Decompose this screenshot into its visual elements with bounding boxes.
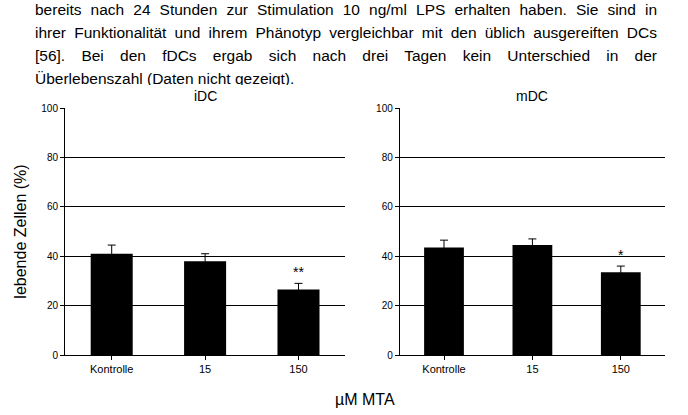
svg-text:60: 60: [47, 201, 59, 212]
svg-text:100: 100: [41, 103, 58, 114]
svg-text:60: 60: [382, 201, 394, 212]
svg-text:**: **: [293, 264, 304, 280]
svg-text:15: 15: [199, 363, 211, 375]
svg-text:lebende Zellen (%): lebende Zellen (%): [12, 164, 29, 298]
svg-text:40: 40: [47, 251, 59, 262]
svg-text:150: 150: [612, 363, 630, 375]
svg-text:150: 150: [289, 363, 307, 375]
svg-text:20: 20: [382, 300, 394, 311]
svg-text:Kontrolle: Kontrolle: [422, 363, 465, 375]
html-text:bereits nach 24 Stunden zur St: bereits nach 24 Stunden zur Stimulation …: [35, 1, 657, 18]
svg-text:40: 40: [382, 251, 394, 262]
svg-text:15: 15: [526, 363, 538, 375]
svg-text:0: 0: [52, 350, 58, 361]
svg-text:80: 80: [382, 152, 394, 163]
svg-text:100: 100: [376, 103, 393, 114]
html-text:Überlebenszahl (Daten nicht ge: Überlebenszahl (Daten nicht gezeigt).: [35, 70, 295, 87]
html-text:[56]. Bei den fDCs ergab sich: [56]. Bei den fDCs ergab sich nach drei …: [35, 47, 657, 64]
html-text:ihrer Funktionalität und ihrem: ihrer Funktionalität und ihrem Phänotyp …: [35, 24, 657, 41]
svg-text:mDC: mDC: [516, 88, 548, 104]
svg-text:20: 20: [47, 300, 59, 311]
svg-text:80: 80: [47, 152, 59, 163]
svg-text:*: *: [618, 247, 624, 263]
svg-text:iDC: iDC: [194, 88, 217, 104]
svg-text:µM MTA: µM MTA: [335, 391, 395, 408]
svg-text:0: 0: [387, 350, 393, 361]
svg-text:Kontrolle: Kontrolle: [90, 363, 133, 375]
